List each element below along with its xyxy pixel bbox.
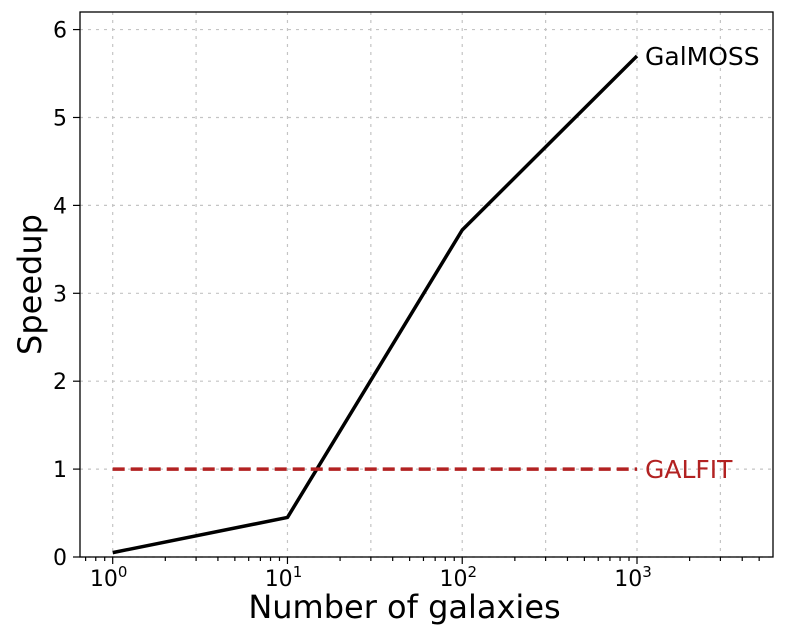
y-tick-labels: 0 1 2 3 4 5 6 [53, 19, 67, 571]
x-tick-label: 103 [614, 563, 652, 592]
axis-ticks [73, 28, 638, 564]
y-tick-label: 5 [53, 106, 67, 131]
y-tick-label: 1 [53, 458, 67, 483]
series-label-galmoss: GalMOSS [645, 42, 760, 71]
plot-frame [79, 11, 774, 558]
x-tick-label: 102 [439, 563, 477, 592]
x-tick-labels: 100 101 102 103 [90, 563, 652, 592]
y-tick-label: 0 [53, 546, 67, 571]
y-tick-label: 4 [53, 194, 67, 219]
series-line-galmoss [112, 54, 639, 555]
y-tick-label: 3 [53, 282, 67, 307]
y-tick-label: 6 [53, 19, 67, 44]
x-minor-ticks [85, 557, 760, 561]
series-label-galfit: GALFIT [645, 455, 733, 484]
series-layer [112, 54, 639, 555]
y-tick-label: 2 [53, 370, 67, 395]
series-labels: GalMOSS GALFIT [645, 42, 760, 484]
y-axis-title: Speedup [11, 214, 49, 355]
x-axis-title: Number of galaxies [248, 588, 560, 626]
x-tick-label: 100 [90, 563, 128, 592]
x-tick-label: 101 [265, 563, 303, 592]
